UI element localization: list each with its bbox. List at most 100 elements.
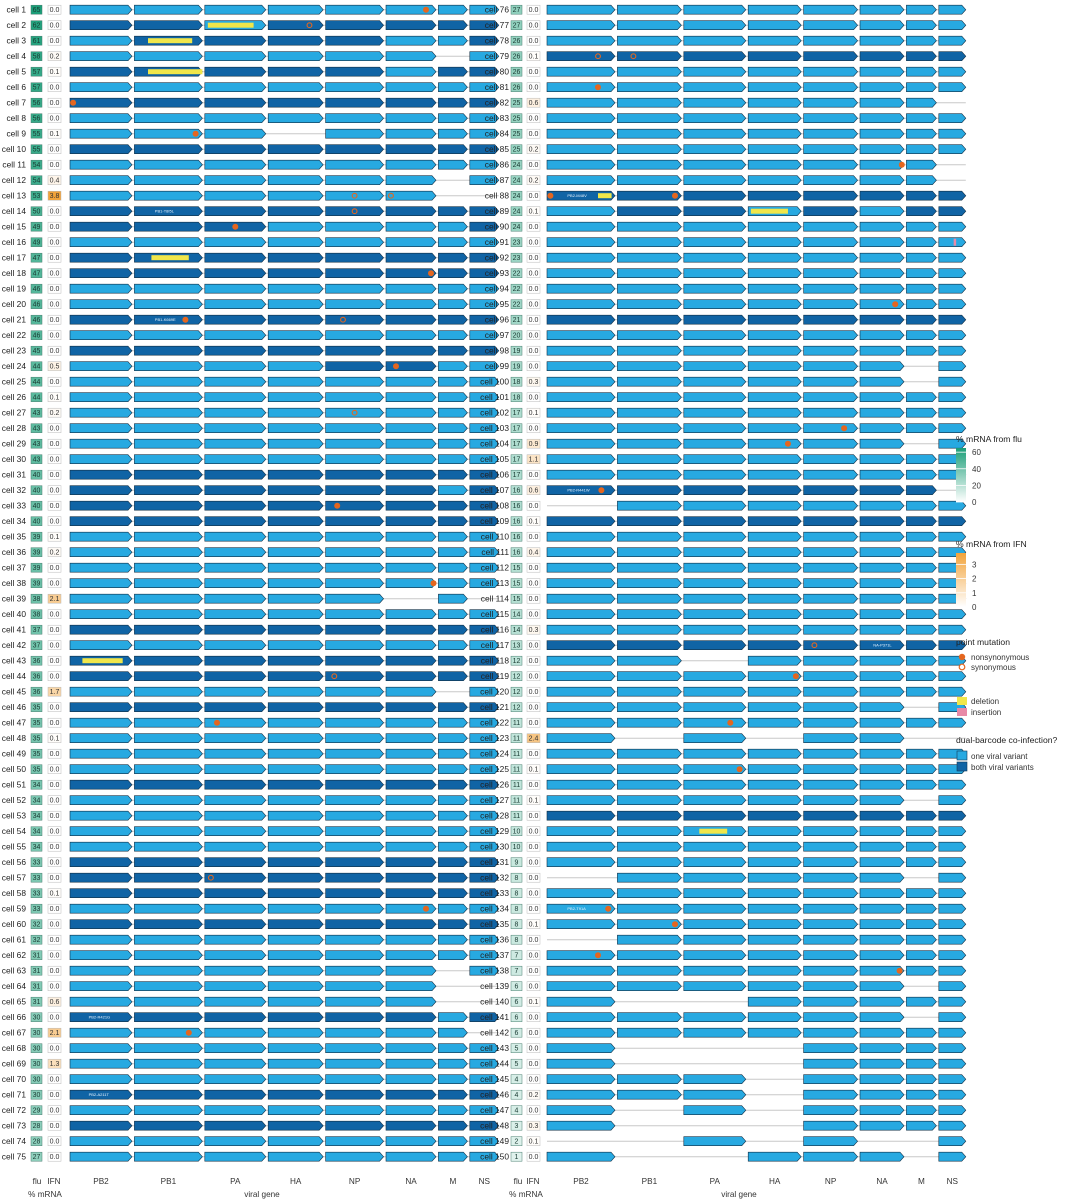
segment-cell-41-PA <box>204 624 267 635</box>
segment-cell-71-PA <box>204 1089 267 1100</box>
ifn-value-cell-83: 0.0 <box>529 116 539 123</box>
segment-cell-80-PB1 <box>617 66 682 77</box>
ifn-cell-cell-82 <box>526 97 541 108</box>
segment-cell-46-NA <box>385 702 437 713</box>
flu-value-cell-119: 12 <box>513 674 521 681</box>
ifn-value-cell-111: 0.4 <box>529 550 539 557</box>
ifn-cell-cell-105 <box>526 454 541 464</box>
segment-cell-144-M <box>906 1058 937 1069</box>
segment-cell-150-NP <box>803 1151 859 1162</box>
segment-cell-6-PA <box>204 82 267 92</box>
segment-cell-62-M <box>438 950 468 961</box>
segment-cell-89-NS <box>938 206 967 216</box>
segment-cell-122-NS <box>938 717 967 728</box>
segment-cell-63-HA <box>267 965 324 976</box>
segment-cell-47-PB1 <box>134 717 203 728</box>
segment-cell-106-PA <box>683 469 747 480</box>
segment-cell-118-NS <box>938 655 967 666</box>
legend-deletion-swatch <box>957 697 967 705</box>
gene-tick-left-NP: NP <box>349 1177 361 1186</box>
segment-cell-73-M <box>438 1120 468 1131</box>
flu-cell-cell-108 <box>510 500 523 511</box>
flu-value-cell-66: 30 <box>33 1015 41 1022</box>
segment-cell-32-NS <box>469 485 500 496</box>
flu-cell-cell-83 <box>510 113 523 123</box>
ifn-value-cell-28: 0.0 <box>50 426 60 433</box>
segment-cell-111-NA <box>859 547 905 558</box>
flu-cell-cell-73 <box>30 1120 43 1131</box>
segment-cell-37-PA <box>204 562 267 573</box>
segment-cell-18-NP <box>325 268 385 279</box>
segment-cell-72-NP <box>325 1105 385 1115</box>
flu-value-cell-69: 30 <box>33 1061 41 1068</box>
segment-cell-58-PB1 <box>134 888 203 899</box>
row-label-cell-48: cell 48 <box>2 733 27 743</box>
mutation-nonsyn-cell-21-PB1 <box>182 316 189 323</box>
flu-value-cell-125: 11 <box>513 767 520 774</box>
flu-cell-cell-130 <box>510 841 523 852</box>
ifn-value-cell-106: 0.0 <box>529 472 539 479</box>
segment-cell-116-PA <box>683 624 747 635</box>
row-label-cell-66: cell 66 <box>2 1012 27 1022</box>
segment-cell-7-M <box>438 97 468 108</box>
segment-cell-52-NP <box>325 795 385 806</box>
segment-cell-50-PB2 <box>69 764 133 775</box>
ifn-value-cell-2: 0.0 <box>50 23 60 30</box>
segment-cell-98-PA <box>683 345 747 356</box>
ifn-value-cell-24: 0.5 <box>50 364 60 371</box>
segment-cell-30-NS <box>469 454 500 465</box>
segment-cell-24-PA <box>204 361 267 372</box>
flu-value-cell-114: 15 <box>513 596 521 603</box>
row-label-cell-89: cell 89 <box>485 206 510 216</box>
segment-cell-87-PB2 <box>546 175 616 185</box>
segment-cell-7-NA <box>385 97 437 108</box>
segment-cell-29-PB2 <box>69 438 133 449</box>
segment-cell-22-NA <box>385 330 437 341</box>
segment-cell-140-M <box>906 996 937 1007</box>
ifn-cell-cell-86 <box>526 159 541 170</box>
segment-cell-132-NA <box>859 872 905 883</box>
segment-cell-90-NA <box>859 221 905 232</box>
segment-cell-97-NS <box>938 330 967 341</box>
segment-cell-92-NP <box>803 252 859 263</box>
segment-cell-64-PB1 <box>134 981 203 992</box>
segment-cell-119-PB2 <box>546 671 616 682</box>
segment-cell-138-NP <box>803 965 859 976</box>
segment-cell-28-HA <box>267 423 324 434</box>
flu-cell-cell-149 <box>510 1136 523 1146</box>
segment-cell-26-PB2 <box>69 392 133 403</box>
ifn-cell-cell-11 <box>47 159 62 170</box>
mutation-nonsyn-cell-134-PB2 <box>605 905 612 912</box>
segment-cell-46-HA <box>267 702 324 713</box>
legend-deletion-label: deletion <box>971 697 999 706</box>
row-label-cell-50: cell 50 <box>2 764 27 774</box>
segment-cell-1-PA <box>204 4 267 15</box>
segment-cell-108-PA <box>683 500 747 511</box>
segment-cell-81-PB2 <box>546 82 616 92</box>
flu-cell-cell-4 <box>30 51 43 61</box>
segment-cell-104-HA <box>747 438 802 449</box>
segment-cell-130-PA <box>683 841 747 852</box>
segment-cell-48-NS <box>469 733 500 744</box>
segment-cell-40-NS <box>469 609 500 620</box>
flu-value-cell-67: 30 <box>33 1030 41 1037</box>
segment-cell-27-PB2 <box>69 407 133 418</box>
segment-cell-20-PB2 <box>69 299 133 310</box>
segment-cell-13-HA <box>267 190 324 201</box>
segment-cell-137-PB2 <box>546 950 616 961</box>
row-label-cell-148: cell 148 <box>480 1121 509 1131</box>
segment-cell-82-PB1 <box>617 97 682 108</box>
ifn-cell-cell-47 <box>47 717 62 728</box>
segment-cell-125-NP <box>803 764 859 775</box>
segment-cell-69-PB2 <box>69 1058 133 1069</box>
segment-cell-48-HA <box>267 733 324 744</box>
ifn-value-cell-141: 0.0 <box>529 1015 539 1022</box>
segment-cell-116-NS <box>938 624 967 635</box>
ifn-cell-cell-139 <box>526 981 541 991</box>
ifn-cell-cell-120 <box>526 686 541 697</box>
ifn-cell-cell-57 <box>47 872 62 883</box>
flu-value-cell-101: 18 <box>513 395 521 402</box>
segment-cell-38-PB2 <box>69 578 133 589</box>
flu-value-cell-91: 23 <box>513 240 521 247</box>
segment-cell-76-NS <box>938 4 967 15</box>
